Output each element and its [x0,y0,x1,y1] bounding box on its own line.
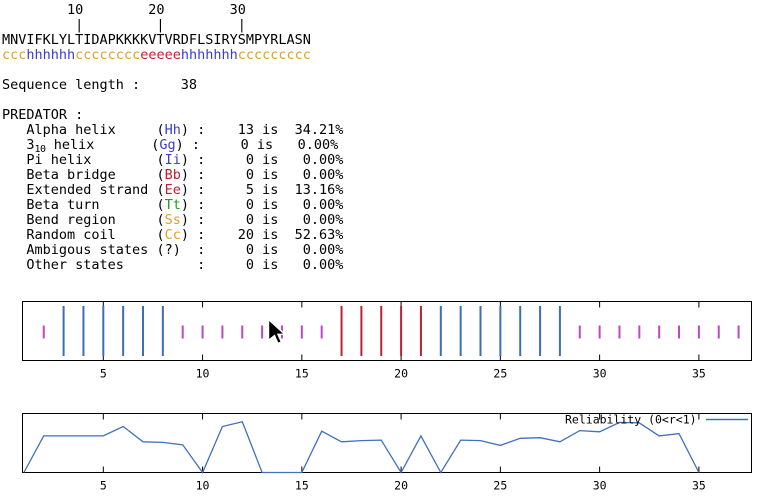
stats-row: Random coil (Cc) : 20 is 52.63% [2,227,344,243]
axis-tick-label: 5 [100,367,107,381]
axis-tick-label: 35 [692,367,706,381]
reliability-chart: 5 10 15 20 25 30 35 Reliability (0<r<1) [22,413,752,493]
stats-row: Extended strand (Ee) : 5 is 13.16% [2,182,344,198]
stats-row: Pi helix (Ii) : 0 is 0.00% [2,152,344,168]
axis-tick-label: 30 [593,367,607,381]
mouse-cursor [267,317,287,345]
stats-row: Alpha helix (Hh) : 13 is 34.21% [2,122,344,138]
stats-row: Ambigous states (?) : 0 is 0.00% [2,242,344,258]
plot-border [22,413,752,473]
axis-tick-label: 10 [196,367,210,381]
axis-tick-label: 25 [493,479,507,493]
legend-label: Reliability (0<r<1) [565,413,697,427]
axis-tick-label: 20 [394,479,408,493]
plot-border [22,301,752,361]
stats-row: Beta turn (Tt) : 0 is 0.00% [2,197,344,213]
sequence-and-stats-text: 10 20 30 | | | MNVIFKLYLTIDAPKKKKVTVRDFL… [2,3,343,273]
protein-sequence: MNVIFKLYLTIDAPKKKKVTVRDFLSIRYSMPYRLASN [2,32,311,48]
axis-tick-label: 5 [100,479,107,493]
secondary-structure-prediction: ccchhhhhhcccccccceeeeehhhhhhhccccccccc [2,47,311,63]
predator-header: PREDATOR : [2,107,92,123]
axis-tick-label: 10 [196,479,210,493]
reliability-line [23,421,700,474]
stats-row: Bend region (Ss) : 0 is 0.00% [2,212,344,228]
cursor-arrow-icon [267,317,287,345]
axis-tick-label: 20 [394,367,408,381]
structure-tick-chart: 5 10 15 20 25 30 35 [22,301,752,381]
axis-tick-label: 30 [593,479,607,493]
stats-row: Other states : 0 is 0.00% [2,257,344,273]
sequence-ruler-pipes: | | | [2,17,246,33]
stats-row: Beta bridge (Bb) : 0 is 0.00% [2,167,344,183]
stats-row: 310 helix (Gg) : 0 is 0.00% [2,137,339,155]
axis-tick-label: 25 [493,367,507,381]
sequence-ruler-numbers: 10 20 30 [2,2,246,18]
reliability-legend: Reliability (0<r<1) [565,413,748,427]
axis-tick-label: 15 [295,367,309,381]
axis-tick-label: 15 [295,479,309,493]
sequence-length-line: Sequence length : 38 [2,77,198,93]
axis-tick-label: 35 [692,479,706,493]
